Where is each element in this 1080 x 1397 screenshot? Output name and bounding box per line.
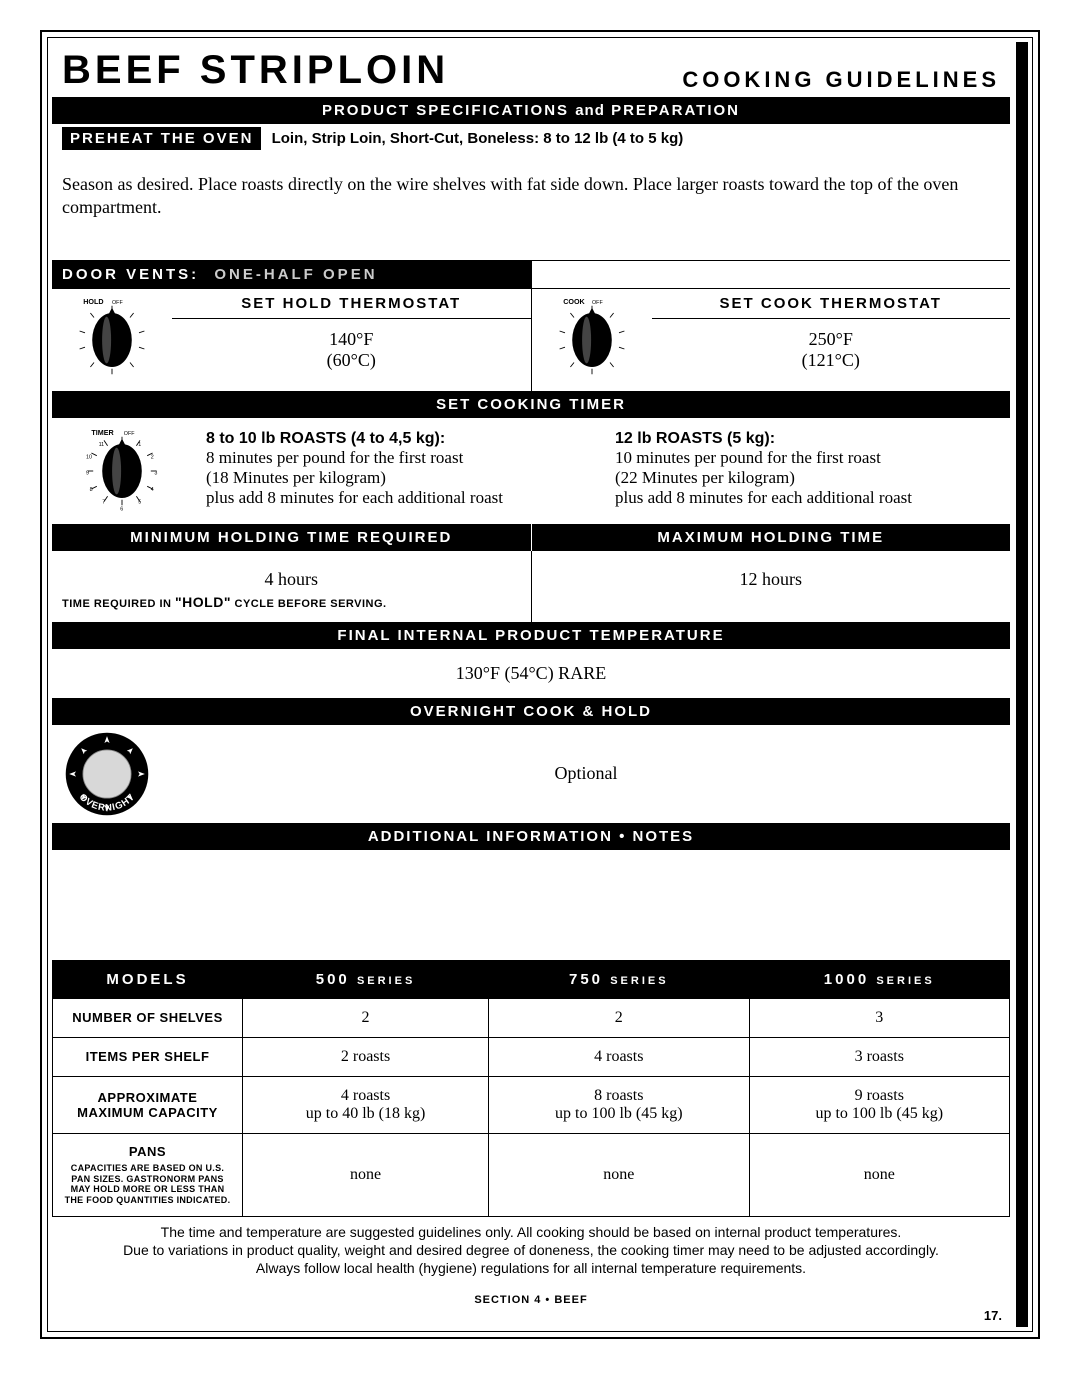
row-pans: PANS CAPACITIES ARE BASED ON U.S. PAN SI… xyxy=(53,1133,1010,1216)
max-hold-value: 12 hours xyxy=(532,569,1011,590)
final-temp-bar: FINAL INTERNAL PRODUCT TEMPERATURE xyxy=(52,622,1010,649)
cooking-timer-bar: SET COOKING TIMER xyxy=(52,391,1010,418)
svg-text:7: 7 xyxy=(102,499,105,505)
timer-left-l2: (18 Minutes per kilogram) xyxy=(206,468,587,488)
notes-area xyxy=(52,850,1010,960)
svg-text:COOK: COOK xyxy=(563,297,585,306)
door-vents-state: ONE-HALF OPEN xyxy=(214,266,377,283)
timer-right-l3: plus add 8 minutes for each additional r… xyxy=(615,488,996,508)
door-vents-label: DOOR VENTS: xyxy=(62,266,199,283)
hold-dial-icon: HOLD OFF xyxy=(67,295,157,385)
min-holding-bar: MINIMUM HOLDING TIME REQUIRED xyxy=(52,524,532,551)
footer-section: SECTION 4 • BEEF xyxy=(52,1284,1010,1308)
spec-and: and xyxy=(575,102,605,119)
hold-note-pre: TIME REQUIRED IN xyxy=(62,598,175,610)
timer-right-l2: (22 Minutes per kilogram) xyxy=(615,468,996,488)
svg-text:OFF: OFF xyxy=(112,300,123,306)
pans-500: none xyxy=(243,1133,489,1216)
items-1000: 3 roasts xyxy=(749,1037,1009,1076)
spec-label-2: PREPARATION xyxy=(611,102,740,119)
timer-right-l1: 10 minutes per pound for the first roast xyxy=(615,448,996,468)
svg-text:OFF: OFF xyxy=(124,431,135,437)
models-col-500: 500 SERIES xyxy=(243,960,489,998)
capacity-500: 4 roastsup to 40 lb (18 kg) xyxy=(243,1076,489,1133)
preheat-badge: PREHEAT THE OVEN xyxy=(62,127,261,150)
spec-label-1: PRODUCT SPECIFICATIONS xyxy=(322,102,569,119)
hold-note-post: CYCLE BEFORE SERVING. xyxy=(231,598,387,610)
row-capacity: APPROXIMATEMAXIMUM CAPACITY 4 roastsup t… xyxy=(53,1076,1010,1133)
product-spec-bar: PRODUCT SPECIFICATIONS and PREPARATION xyxy=(52,97,1010,124)
notes-bar: ADDITIONAL INFORMATION • NOTES xyxy=(52,823,1010,850)
models-table: MODELS 500 SERIES 750 SERIES 1000 SERIES… xyxy=(52,960,1010,1217)
hold-thermostat-heading: SET HOLD THERMOSTAT xyxy=(172,289,531,319)
hold-note-mid: "HOLD" xyxy=(175,594,231,610)
final-temp-value: 130°F (54°C) RARE xyxy=(52,649,1010,698)
page-title: Beef Striploin xyxy=(62,48,449,93)
hold-temp-c: (60°C) xyxy=(172,350,531,371)
pans-label: PANS CAPACITIES ARE BASED ON U.S. PAN SI… xyxy=(53,1133,243,1216)
footer-disclaimer: The time and temperature are suggested g… xyxy=(52,1217,1010,1284)
svg-text:8: 8 xyxy=(90,487,93,493)
svg-text:3: 3 xyxy=(154,470,157,476)
models-header-row: MODELS 500 SERIES 750 SERIES 1000 SERIES xyxy=(53,960,1010,998)
svg-text:5: 5 xyxy=(138,499,141,505)
timer-left-heading: 8 to 10 lb ROASTS (4 to 4,5 kg): xyxy=(206,430,587,448)
cook-dial-icon: COOK OFF xyxy=(547,295,637,385)
page-number: 17. xyxy=(52,1308,1010,1327)
svg-text:11: 11 xyxy=(99,442,105,448)
prep-instructions: Season as desired. Place roasts directly… xyxy=(52,153,1010,260)
min-hold-value: 4 hours xyxy=(52,569,531,590)
svg-text:6: 6 xyxy=(120,506,123,512)
capacity-label: APPROXIMATEMAXIMUM CAPACITY xyxy=(53,1076,243,1133)
cooking-guidelines-heading: COOKING GUIDELINES xyxy=(682,67,1000,93)
pans-750: none xyxy=(489,1133,749,1216)
items-label: ITEMS PER SHELF xyxy=(53,1037,243,1076)
door-vents-bar: DOOR VENTS: ONE-HALF OPEN xyxy=(52,261,531,288)
items-500: 2 roasts xyxy=(243,1037,489,1076)
overnight-bar: OVERNIGHT COOK & HOLD xyxy=(52,698,1010,725)
row-shelves: NUMBER OF SHELVES 2 2 3 xyxy=(53,998,1010,1037)
svg-text:2: 2 xyxy=(151,454,154,460)
timer-right-heading: 12 lb ROASTS (5 kg): xyxy=(615,430,996,448)
svg-text:OFF: OFF xyxy=(592,300,603,306)
overnight-icon: OVERNIGHT xyxy=(52,725,162,823)
max-holding-bar: MAXIMUM HOLDING TIME xyxy=(532,524,1011,551)
models-col-1000: 1000 SERIES xyxy=(749,960,1009,998)
models-col-750: 750 SERIES xyxy=(489,960,749,998)
svg-text:9: 9 xyxy=(86,470,89,476)
svg-text:4: 4 xyxy=(151,487,154,493)
row-items: ITEMS PER SHELF 2 roasts 4 roasts 3 roas… xyxy=(53,1037,1010,1076)
timer-left-l1: 8 minutes per pound for the first roast xyxy=(206,448,587,468)
models-header-label: MODELS xyxy=(53,960,243,998)
hold-temp-f: 140°F xyxy=(172,329,531,350)
cook-temp-f: 250°F xyxy=(652,329,1011,350)
shelves-500: 2 xyxy=(243,998,489,1037)
hold-cycle-note: TIME REQUIRED IN "HOLD" CYCLE BEFORE SER… xyxy=(52,590,531,616)
pans-1000: none xyxy=(749,1133,1009,1216)
timer-dial-icon: TIMER OFF xyxy=(77,426,167,516)
items-750: 4 roasts xyxy=(489,1037,749,1076)
capacity-1000: 9 roastsup to 100 lb (45 kg) xyxy=(749,1076,1009,1133)
shelves-750: 2 xyxy=(489,998,749,1037)
overnight-value: Optional xyxy=(162,745,1010,802)
shelves-1000: 3 xyxy=(749,998,1009,1037)
cook-temp-c: (121°C) xyxy=(652,350,1011,371)
cook-thermostat-heading: SET COOK THERMOSTAT xyxy=(652,289,1011,319)
capacity-750: 8 roastsup to 100 lb (45 kg) xyxy=(489,1076,749,1133)
cut-spec-text: Loin, Strip Loin, Short-Cut, Boneless: 8… xyxy=(272,130,684,147)
hold-dial-label: HOLD xyxy=(83,297,103,306)
timer-left-l3: plus add 8 minutes for each additional r… xyxy=(206,488,587,508)
svg-text:1: 1 xyxy=(138,442,141,448)
svg-text:TIMER: TIMER xyxy=(91,428,114,437)
shelves-label: NUMBER OF SHELVES xyxy=(53,998,243,1037)
svg-text:10: 10 xyxy=(86,454,92,460)
